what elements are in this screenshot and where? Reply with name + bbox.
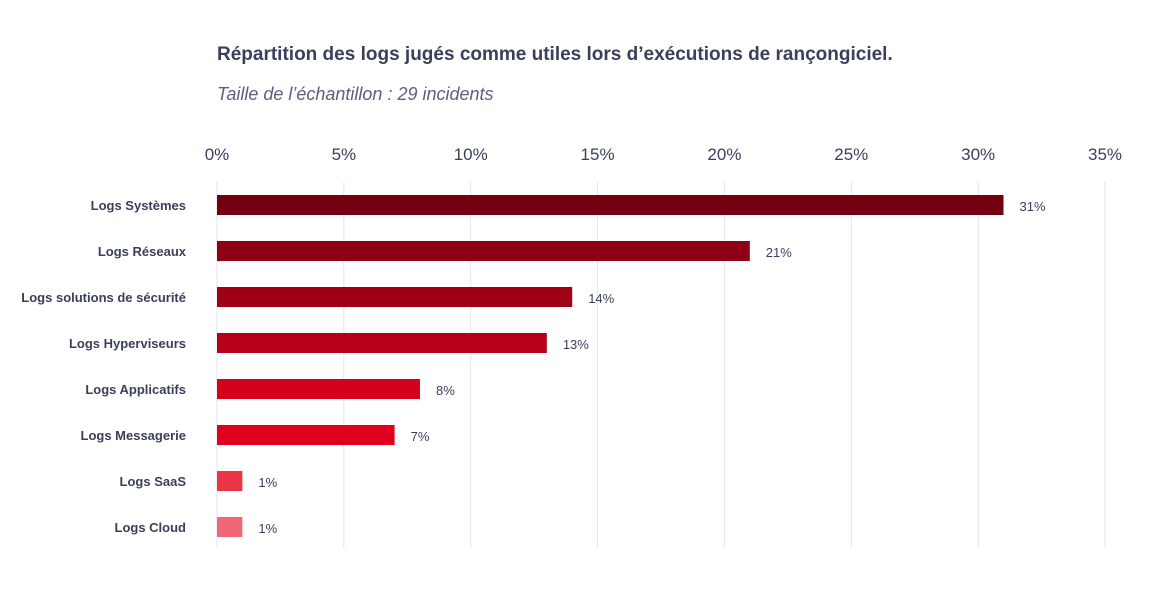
x-tick-label: 25% (834, 145, 868, 164)
bars (217, 195, 1004, 537)
bar (217, 241, 750, 261)
data-label: 21% (766, 245, 792, 260)
data-label: 14% (588, 291, 614, 306)
bar (217, 195, 1004, 215)
data-label: 1% (258, 475, 277, 490)
category-label: Logs SaaS (120, 474, 187, 489)
bar (217, 333, 547, 353)
data-label: 1% (258, 521, 277, 536)
chart-title: Répartition des logs jugés comme utiles … (217, 44, 893, 65)
category-label: Logs Réseaux (98, 244, 187, 259)
data-label: 31% (1020, 199, 1046, 214)
x-axis-ticks: 0% 5% 10% 15% 20% 25% 30% 35% (205, 145, 1122, 164)
category-labels: Logs Systèmes Logs Réseaux Logs solutions … (21, 198, 186, 535)
bar (217, 517, 243, 537)
bar (217, 471, 243, 491)
data-label: 8% (436, 383, 455, 398)
chart-subtitle: Taille de l’échantillon : 29 incidents (217, 84, 494, 104)
x-tick-label: 35% (1088, 145, 1122, 164)
category-label: Logs Hyperviseurs (69, 336, 186, 351)
category-label: Logs solutions de sécurité (21, 290, 186, 305)
x-tick-label: 20% (707, 145, 741, 164)
gridlines (216, 182, 1106, 548)
category-label: Logs Applicatifs (85, 382, 186, 397)
x-tick-label: 30% (961, 145, 995, 164)
x-tick-label: 5% (332, 145, 357, 164)
bar (217, 425, 395, 445)
bar (217, 379, 420, 399)
data-label: 13% (563, 337, 589, 352)
x-tick-label: 15% (581, 145, 615, 164)
x-tick-label: 10% (454, 145, 488, 164)
x-tick-label: 0% (205, 145, 230, 164)
bar (217, 287, 573, 307)
data-label: 7% (411, 429, 430, 444)
category-label: Logs Cloud (115, 520, 187, 535)
category-label: Logs Messagerie (81, 428, 187, 443)
data-labels: 31% 21% 14% 13% 8% 7% 1% 1% (258, 199, 1046, 536)
category-label: Logs Systèmes (91, 198, 186, 213)
